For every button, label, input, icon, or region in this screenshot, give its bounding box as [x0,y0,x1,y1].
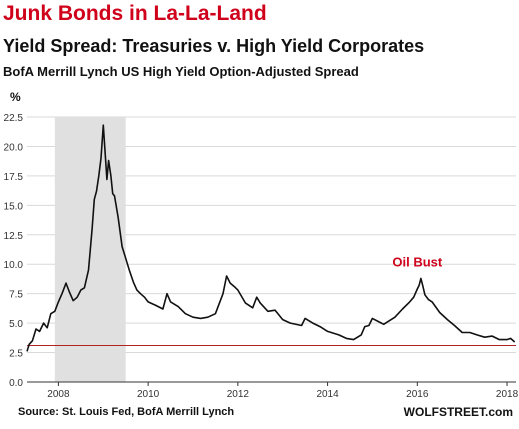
y-tick-label: 2.5 [9,349,23,360]
y-tick-label: 20.0 [4,142,24,153]
y-tick-label: 0.0 [9,378,23,389]
x-tick-label: 2018 [496,389,519,400]
y-tick-label: 10.0 [4,260,24,271]
axis-layer: 0.0 2.5 5.0 7.5 10.0 12.5 15.0 17.5 20.0 22.5% 200… [4,90,519,400]
y-axis-label: % [10,90,21,104]
x-tick-label: 2008 [47,389,70,400]
y-tick-label: 5.0 [9,319,23,330]
series-line [26,124,516,352]
annotation-oil-bust: Oil Bust [392,254,443,269]
y-tick-label: 12.5 [4,231,24,242]
y-tick-label: 15.0 [4,201,24,212]
x-tick-label: 2014 [316,389,339,400]
y-tick-label: 7.5 [9,290,23,301]
label-layer: Oil Bust [392,254,443,269]
brand-label: WOLFSTREET.com [403,405,513,419]
x-tick-label: 2010 [137,389,160,400]
chart-subtitle-secondary: BofA Merrill Lynch US High Yield Option-… [3,64,359,79]
y-tick-label: 17.5 [4,172,24,183]
source-note: Source: St. Louis Fed, BofA Merrill Lync… [18,406,235,418]
chart-subtitle: Yield Spread: Treasuries v. High Yield C… [3,36,425,56]
x-tick-label: 2016 [406,389,429,400]
x-tick-label: 2012 [227,389,250,400]
y-tick-label: 22.5 [4,113,24,124]
series-layer [26,124,516,352]
chart-title: Junk Bonds in La-La-Land [3,2,267,25]
